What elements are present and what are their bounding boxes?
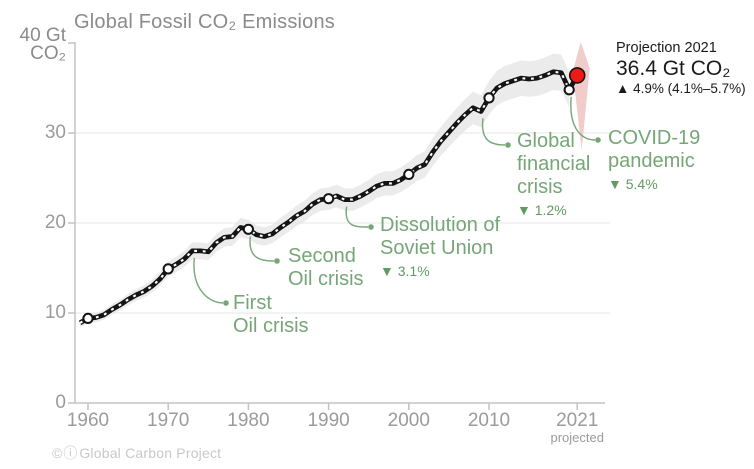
projection-callout-title: Projection 2021 bbox=[616, 40, 717, 56]
annotation-percent-change: ▼ 3.1% bbox=[380, 263, 430, 279]
y-axis-unit-line: CO₂ bbox=[30, 43, 66, 64]
annotation-bullet bbox=[368, 224, 374, 230]
emissions-line-dashes bbox=[79, 70, 579, 324]
annotation-bullet bbox=[505, 142, 511, 148]
annotation-connector bbox=[481, 118, 506, 146]
y-tick-label: 20 bbox=[44, 212, 66, 233]
y-tick-label: 0 bbox=[55, 392, 66, 413]
decade-marker bbox=[242, 223, 254, 235]
annotation-bullet bbox=[223, 300, 229, 306]
x-tick-sublabel: projected bbox=[550, 430, 604, 445]
x-tick-label: 1980 bbox=[227, 410, 270, 431]
x-tick-label: 2010 bbox=[467, 410, 511, 431]
y-axis-unit-line: 40 Gt bbox=[19, 25, 66, 46]
annotation-bullet bbox=[595, 137, 601, 143]
annotation-label: COVID-19 bbox=[608, 127, 701, 149]
projection-callout-change: ▲ 4.9% (4.1%–5.7%) bbox=[616, 81, 746, 96]
annotation-dissolution-soviet-union: Dissolution of Soviet Union ▼ 3.1% bbox=[380, 214, 500, 279]
x-tick-label: 2000 bbox=[387, 410, 430, 431]
annotation-label: Oil crisis bbox=[233, 315, 309, 337]
decade-marker bbox=[82, 312, 94, 324]
annotation-first-oil-crisis: First Oil crisis bbox=[233, 292, 309, 338]
decade-marker bbox=[162, 263, 174, 275]
annotation-label: crisis bbox=[517, 176, 563, 198]
annotation-label: Oil crisis bbox=[288, 268, 364, 290]
decade-marker bbox=[403, 168, 415, 180]
annotation-label: Dissolution of bbox=[380, 214, 501, 236]
annotation-connector bbox=[570, 96, 596, 141]
annotation-connector bbox=[249, 236, 275, 262]
annotation-label: financial bbox=[517, 153, 591, 175]
decade-marker bbox=[483, 92, 495, 104]
attribution: ©ⓘGlobal Carbon Project bbox=[52, 443, 221, 463]
annotation-percent-change: ▼ 1.2% bbox=[517, 202, 567, 218]
x-tick-label: 1990 bbox=[307, 410, 350, 431]
x-tick-label: 1970 bbox=[147, 410, 190, 431]
annotation-label: Global bbox=[517, 130, 575, 152]
x-tick-label: 2021 bbox=[556, 410, 599, 431]
y-tick-label: 10 bbox=[44, 302, 66, 323]
y-axis-unit-label: 40 Gt CO₂ bbox=[4, 25, 66, 64]
cc-license-icon: ©ⓘ bbox=[52, 445, 79, 461]
annotation-label: Second bbox=[288, 245, 356, 267]
decade-marker bbox=[323, 193, 335, 205]
annotation-connector bbox=[345, 206, 369, 228]
chart-title: Global Fossil CO₂ Emissions bbox=[74, 11, 336, 33]
annotation-label: Soviet Union bbox=[380, 237, 494, 259]
x-tick-label: 1960 bbox=[66, 410, 110, 431]
y-tick-label: 30 bbox=[44, 122, 66, 143]
annotation-second-oil-crisis: Second Oil crisis bbox=[288, 245, 364, 291]
projection-point bbox=[568, 67, 586, 84]
projection-callout-value: 36.4 Gt CO₂ bbox=[616, 57, 731, 80]
attribution-text: Global Carbon Project bbox=[79, 445, 222, 461]
projection-callout: Projection 2021 36.4 Gt CO₂ ▲ 4.9% (4.1%… bbox=[616, 40, 746, 97]
annotation-label: First bbox=[233, 292, 272, 314]
annotation-covid-19-pandemic: COVID-19 pandemic ▼ 5.4% bbox=[608, 127, 700, 192]
annotation-bullet bbox=[274, 258, 280, 264]
annotation-percent-change: ▼ 5.4% bbox=[608, 176, 658, 192]
annotation-connector bbox=[193, 257, 224, 304]
annotation-label: pandemic bbox=[608, 150, 695, 172]
uncertainty-band bbox=[80, 53, 570, 328]
annotation-global-financial-crisis: Global financial crisis ▼ 1.2% bbox=[517, 130, 590, 218]
decade-marker bbox=[563, 84, 575, 96]
